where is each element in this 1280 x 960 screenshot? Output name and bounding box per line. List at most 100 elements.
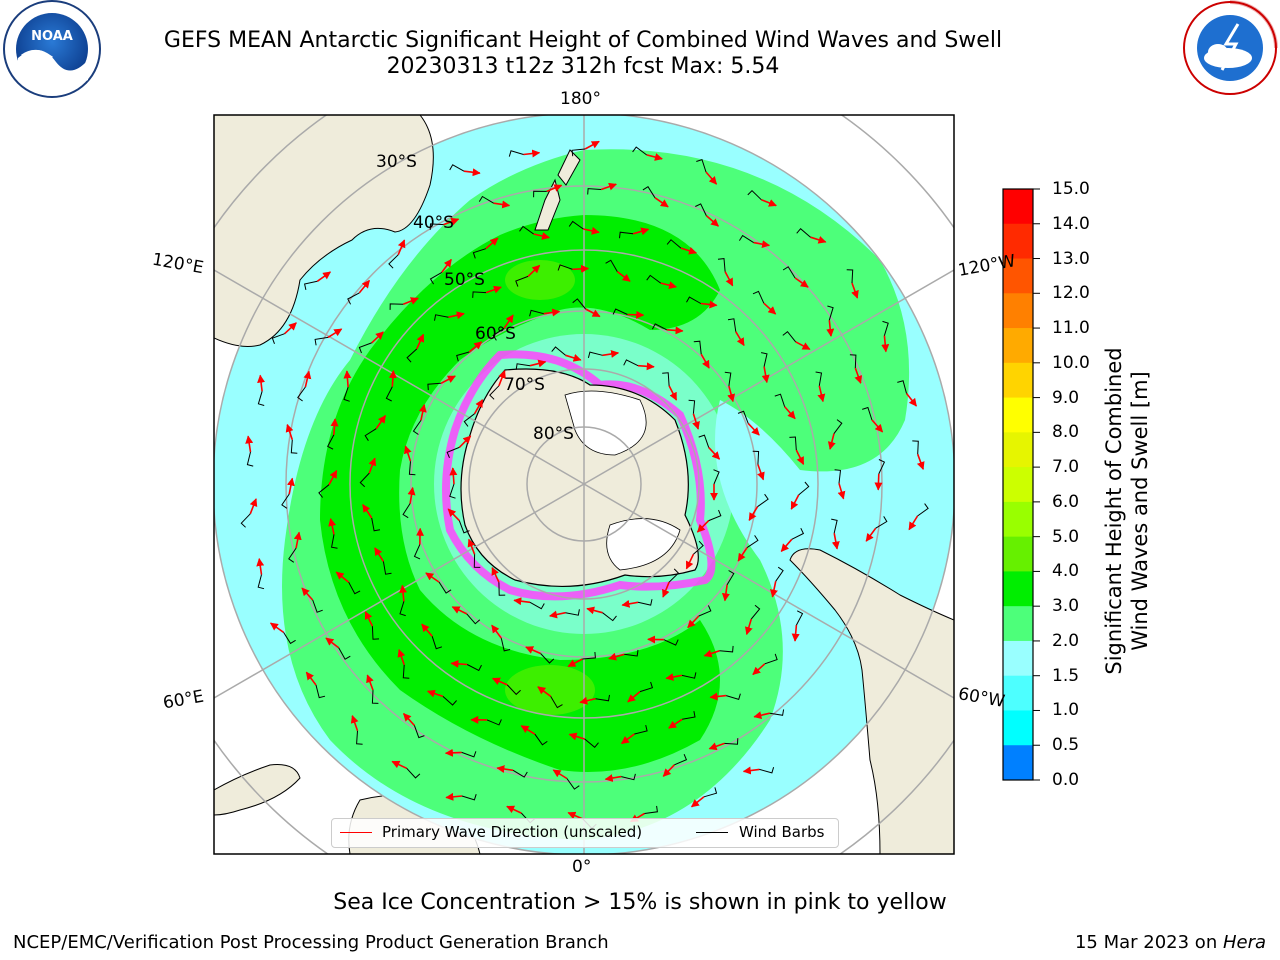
wind-barb xyxy=(314,336,329,346)
wind-barb xyxy=(724,371,732,386)
wind-barb xyxy=(429,271,443,285)
wave-direction-arrow xyxy=(791,625,800,642)
wind-barb xyxy=(290,439,298,454)
wave-direction-arrow xyxy=(916,453,925,470)
wind-barb xyxy=(498,582,506,596)
wind-barb xyxy=(413,725,425,739)
wave-direction-arrow xyxy=(700,300,718,309)
wave-band-4to5 xyxy=(320,215,720,772)
wind-barb xyxy=(897,380,907,394)
wave-direction-arrow xyxy=(335,571,350,583)
wind-barb xyxy=(815,371,823,386)
wave-direction-arrow xyxy=(525,646,541,655)
wind-barb xyxy=(798,481,810,496)
wind-barb xyxy=(431,636,443,650)
wind-barb xyxy=(283,632,296,645)
wave-direction-arrow xyxy=(448,311,465,320)
wave-direction-arrow xyxy=(680,246,697,255)
wave-direction-arrow xyxy=(368,457,377,474)
wave-direction-arrow xyxy=(737,547,748,562)
wind-barb xyxy=(698,434,710,448)
wind-barb xyxy=(402,503,411,519)
wind-barb xyxy=(347,292,360,305)
wind-barb xyxy=(399,601,406,617)
wind-barb xyxy=(846,269,854,284)
wave-direction-arrow xyxy=(665,673,683,681)
wind-barb xyxy=(486,719,502,726)
sea-ice-note: Sea Ice Concentration > 15% is shown in … xyxy=(333,890,947,915)
wind-barb xyxy=(912,440,919,455)
lat-label-70s: 70°S xyxy=(504,375,545,395)
wind-barb xyxy=(752,290,765,304)
wave-direction-arrow xyxy=(445,792,463,801)
wind-barb xyxy=(717,258,726,272)
wind-barb xyxy=(686,296,702,304)
land-africa xyxy=(214,764,301,816)
wave-direction-arrow xyxy=(256,558,265,575)
colorbar-segment xyxy=(1003,362,1033,399)
wave-direction-arrow xyxy=(708,446,721,460)
wind-barb xyxy=(882,320,889,336)
wave-direction-arrow xyxy=(568,732,585,741)
wave-direction-arrow xyxy=(817,385,826,403)
wave-direction-arrow xyxy=(632,227,650,236)
wave-direction-arrow xyxy=(600,182,617,191)
wave-direction-arrow xyxy=(425,572,440,583)
wave-direction-arrow xyxy=(567,658,583,668)
map-legend: Primary Wave Direction (unscaled) Wind B… xyxy=(331,818,839,848)
lat-label-50s: 50°S xyxy=(444,270,485,290)
colorbar-segment xyxy=(1003,675,1033,711)
colorbar-segment xyxy=(1003,501,1033,538)
footer-branch: NCEP/EMC/Verification Post Processing Pr… xyxy=(13,932,609,953)
colorbar-segment xyxy=(1003,745,1033,781)
footer-date: 15 Mar 2023 on Hera xyxy=(1075,932,1266,953)
wave-direction-legend-label: Primary Wave Direction (unscaled) xyxy=(382,823,643,841)
wind-barb xyxy=(456,351,470,362)
wave-direction-arrow xyxy=(705,214,720,227)
wave-direction-arrow xyxy=(700,353,710,369)
wave-direction-arrow xyxy=(584,140,600,150)
wind-barb xyxy=(917,503,929,517)
wave-direction-arrow xyxy=(364,611,374,627)
wave-direction-arrow xyxy=(371,331,384,344)
wind-barb xyxy=(681,672,697,679)
wind-barb xyxy=(634,724,648,735)
wave-direction-arrow xyxy=(285,423,294,441)
noaa-logo-text: NOAA xyxy=(31,29,73,44)
wind-barb xyxy=(750,604,761,620)
footer-machine: Hera xyxy=(1222,932,1266,953)
wind-barb xyxy=(315,684,326,699)
wave-direction-arrow xyxy=(325,637,340,649)
wave-direction-arrow xyxy=(426,689,444,698)
wave-direction-arrow xyxy=(780,538,793,553)
wave-direction-arrow xyxy=(579,696,596,705)
wind-barb xyxy=(624,649,639,657)
wave-direction-arrow xyxy=(458,435,472,448)
map-frame xyxy=(213,114,955,855)
wave-direction-arrow xyxy=(616,270,631,282)
wave-direction-arrow xyxy=(503,314,514,329)
wind-barb xyxy=(473,554,481,568)
wave-direction-arrow xyxy=(493,200,511,209)
colorbar-segment xyxy=(1003,223,1033,260)
wave-direction-arrow xyxy=(498,370,506,387)
wave-direction-arrow xyxy=(662,581,670,598)
wave-direction-arrow xyxy=(753,240,771,249)
colorbar-segment xyxy=(1003,606,1033,642)
colorbar-tick-label: 4.0 xyxy=(1052,561,1080,582)
colorbar-tick-label: 0.0 xyxy=(1052,770,1080,790)
wave-direction-arrow xyxy=(350,714,359,732)
wave-direction-arrow xyxy=(533,232,550,240)
lat-label-30s: 30°S xyxy=(376,152,417,172)
wave-direction-arrow xyxy=(705,171,718,185)
wave-direction-arrow xyxy=(316,271,332,282)
wave-direction-arrow xyxy=(451,606,468,615)
wave-direction-arrow xyxy=(602,350,620,358)
wind-barbs-legend-line xyxy=(696,832,728,833)
wind-barb xyxy=(413,544,421,560)
wave-direction-arrow xyxy=(585,308,601,318)
ice-shelf-weddell xyxy=(606,518,681,571)
wave-direction-arrow xyxy=(443,217,460,226)
wind-barb xyxy=(281,493,290,509)
wind-barb xyxy=(833,419,843,434)
